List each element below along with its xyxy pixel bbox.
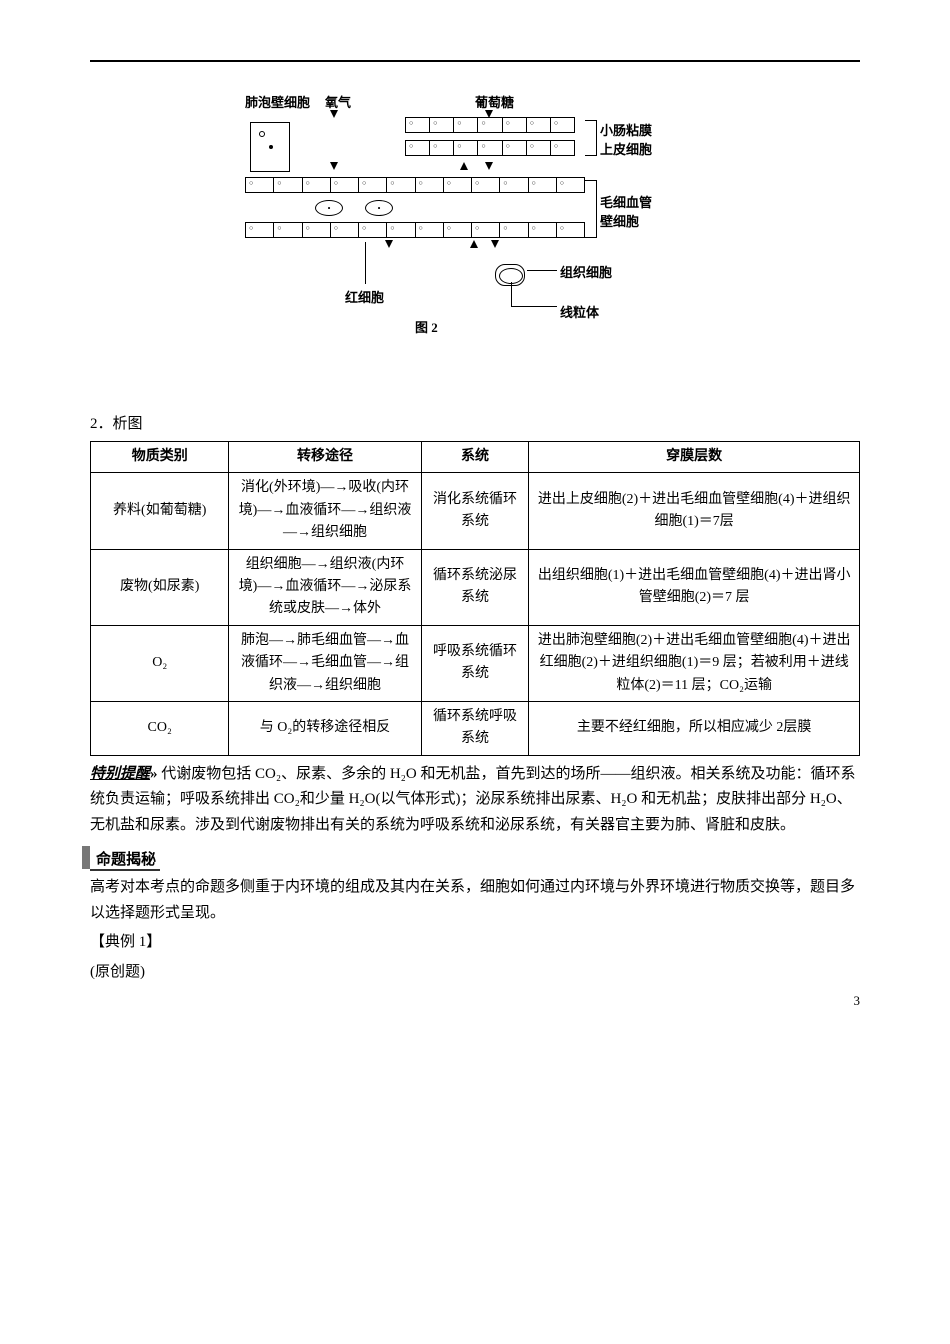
cell: 呼吸系统循环系统	[421, 625, 529, 701]
cell: 废物(如尿素)	[91, 549, 229, 625]
note-arrow: »	[150, 766, 158, 782]
table-row: 废物(如尿素) 组织细胞―→组织液(内环境)―→血液循环―→泌尿系统或皮肤―→体…	[91, 549, 860, 625]
cell: 养料(如葡萄糖)	[91, 473, 229, 549]
cell: 消化系统循环系统	[421, 473, 529, 549]
note-text: 代谢废物包括 CO₂、尿素、多余的 H₂O 和无机盐，首先到达的场所——组织液。…	[90, 766, 855, 833]
section-tag: 命题揭秘	[90, 846, 160, 871]
table-row: CO₂ 与 O₂的转移途径相反 循环系统呼吸系统 主要不经红细胞，所以相应减少 …	[91, 701, 860, 755]
th-1: 转移途径	[229, 442, 421, 473]
analysis-table: 物质类别 转移途径 系统 穿膜层数 养料(如葡萄糖) 消化(外环境)―→吸收(内…	[90, 441, 860, 756]
table-row: O₂ 肺泡―→肺毛细血管―→血液循环―→毛细血管―→组织液―→组织细胞 呼吸系统…	[91, 625, 860, 701]
body-paragraph: 高考对本考点的命题多侧重于内环境的组成及其内在关系，细胞如何通过内环境与外界环境…	[90, 875, 860, 926]
label-tissue: 组织细胞	[560, 262, 612, 281]
cell: 主要不经红细胞，所以相应减少 2层膜	[529, 701, 860, 755]
cell: 循环系统呼吸系统	[421, 701, 529, 755]
cell: 循环系统泌尿系统	[421, 549, 529, 625]
cell: 出组织细胞(1)＋进出毛细血管壁细胞(4)＋进出肾小管壁细胞(2)＝7 层	[529, 549, 860, 625]
page-number: 3	[854, 993, 861, 1009]
figure-caption: 图 2	[415, 317, 438, 336]
th-0: 物质类别	[91, 442, 229, 473]
label-rbc: 红细胞	[345, 287, 384, 306]
label-oxygen: 氧气	[325, 92, 351, 111]
cell: 组织细胞―→组织液(内环境)―→血液循环―→泌尿系统或皮肤―→体外	[229, 549, 421, 625]
th-2: 系统	[421, 442, 529, 473]
section-heading: 2．析图	[90, 412, 860, 433]
cell: 消化(外环境)―→吸收(内环境)―→血液循环―→组织液―→组织细胞	[229, 473, 421, 549]
cell: CO₂	[91, 701, 229, 755]
label-capillary: 毛细血管 壁细胞	[600, 192, 652, 230]
label-intestinal: 小肠粘膜 上皮细胞	[600, 120, 652, 158]
label-alveolar: 肺泡壁细胞	[245, 92, 310, 111]
cell: 进出上皮细胞(2)＋进出毛细血管壁细胞(4)＋进组织细胞(1)＝7层	[529, 473, 860, 549]
cell: 肺泡―→肺毛细血管―→血液循环―→毛细血管―→组织液―→组织细胞	[229, 625, 421, 701]
table-row: 养料(如葡萄糖) 消化(外环境)―→吸收(内环境)―→血液循环―→组织液―→组织…	[91, 473, 860, 549]
example-note: (原创题)	[90, 960, 860, 986]
cell: O₂	[91, 625, 229, 701]
label-mito: 线粒体	[560, 302, 599, 321]
th-3: 穿膜层数	[529, 442, 860, 473]
label-glucose: 葡萄糖	[475, 92, 514, 111]
top-rule	[90, 60, 860, 62]
cell: 进出肺泡壁细胞(2)＋进出毛细血管壁细胞(4)＋进出红细胞(2)＋进组织细胞(1…	[529, 625, 860, 701]
special-note: 特别提醒» 代谢废物包括 CO₂、尿素、多余的 H₂O 和无机盐，首先到达的场所…	[90, 762, 860, 839]
figure-2: 肺泡壁细胞 氧气 葡萄糖	[90, 92, 860, 372]
note-label: 特别提醒	[90, 766, 150, 782]
example-label: 【典例 1】	[90, 930, 860, 956]
cell: 与 O₂的转移途径相反	[229, 701, 421, 755]
table-header-row: 物质类别 转移途径 系统 穿膜层数	[91, 442, 860, 473]
